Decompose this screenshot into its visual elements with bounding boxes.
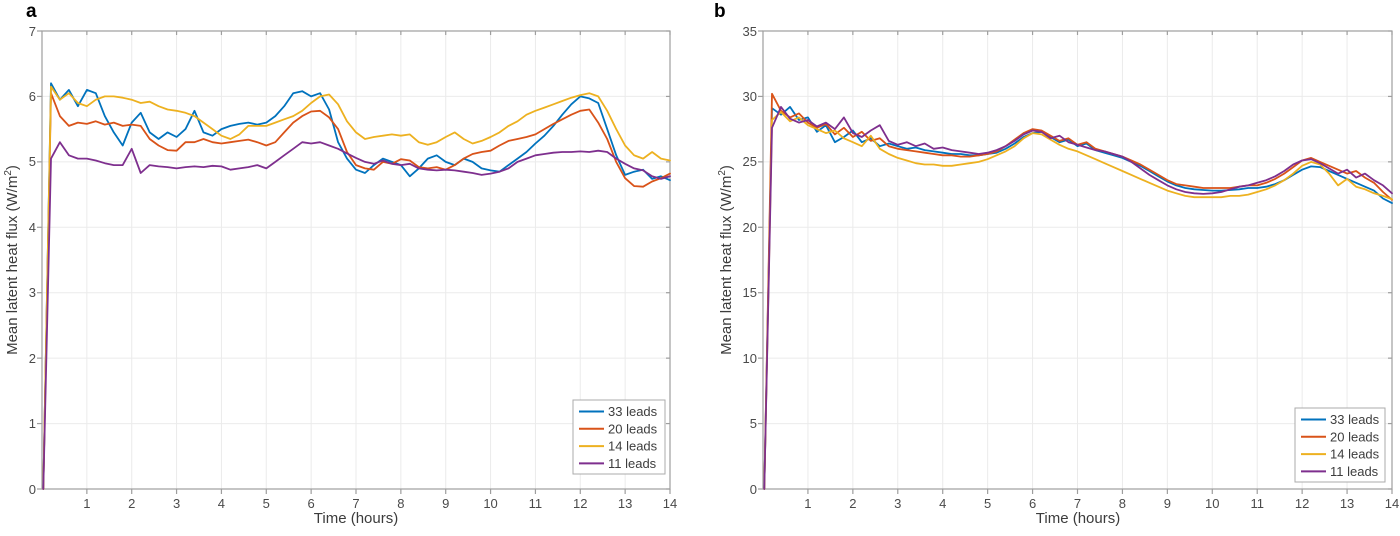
- series-line-33-leads: [42, 82, 671, 490]
- legend: 33 leads 20 leads 14 leads 11 leads: [1294, 407, 1386, 483]
- x-tick-label: 1: [83, 496, 91, 511]
- axis-ticks: [37, 30, 671, 494]
- y-axis-label-sup: 2: [717, 170, 728, 176]
- x-tick-label: 13: [617, 496, 633, 511]
- legend-label: 14 leads: [608, 439, 658, 454]
- y-axis-label-sup: 2: [3, 170, 14, 176]
- y-tick-label: 3: [28, 285, 36, 301]
- y-tick-label: 0: [28, 481, 36, 497]
- y-tick-label: 20: [742, 219, 757, 235]
- y-axis-label-text: Mean latent heat flux (W/m: [718, 175, 735, 355]
- x-tick-label: 5: [984, 496, 992, 511]
- x-tick-label: 11: [528, 496, 543, 511]
- legend-label: 20 leads: [608, 421, 658, 436]
- y-tick-label: 30: [742, 88, 757, 104]
- x-tick-label: 6: [307, 496, 315, 511]
- y-axis-label: Mean latent heat flux (W/m2): [3, 90, 23, 430]
- x-tick-label: 8: [1118, 496, 1127, 511]
- series-line-20-leads: [42, 92, 671, 490]
- y-axis-label-text: Mean latent heat flux (W/m: [4, 175, 21, 355]
- x-tick-label: 6: [1028, 496, 1037, 511]
- y-tick-label: 10: [742, 350, 757, 366]
- series-line-11-leads: [42, 141, 671, 490]
- x-tick-label: 12: [573, 496, 588, 511]
- x-tick-label: 5: [262, 496, 270, 511]
- x-axis-label: Time (hours): [1035, 510, 1121, 527]
- x-tick-label: 2: [849, 496, 857, 511]
- series-line-14-leads: [42, 85, 671, 490]
- x-tick-label: 4: [217, 496, 226, 511]
- x-tick-label: 14: [662, 496, 678, 511]
- x-tick-label: 9: [442, 496, 450, 511]
- x-tick-label: 11: [1250, 496, 1264, 511]
- y-axis-label: Mean latent heat flux (W/m2): [717, 90, 737, 430]
- legend-label: 14 leads: [1330, 447, 1380, 462]
- y-tick-label: 25: [742, 154, 757, 170]
- gridlines: [42, 31, 670, 489]
- series-line-14-leads: [763, 111, 1393, 490]
- x-tick-label: 12: [1294, 496, 1310, 511]
- axis-ticks: [758, 30, 1393, 494]
- y-tick-label: 4: [28, 219, 36, 235]
- x-tick-label: 10: [483, 496, 498, 511]
- y-tick-label: 5: [749, 416, 757, 432]
- legend-label: 33 leads: [608, 404, 658, 419]
- x-tick-label: 13: [1339, 496, 1355, 511]
- x-tick-label: 3: [894, 496, 902, 511]
- y-tick-label: 35: [742, 23, 757, 39]
- x-tick-label: 10: [1205, 496, 1220, 511]
- y-tick-label: 15: [742, 285, 757, 301]
- x-axis-label: Time (hours): [313, 510, 399, 527]
- legend-label: 11 leads: [608, 456, 657, 471]
- x-tick-label: 9: [1163, 496, 1171, 511]
- x-tick-label: 2: [128, 496, 136, 511]
- y-tick-label: 7: [28, 23, 36, 39]
- x-tick-label: 4: [939, 496, 947, 511]
- legend-label: 20 leads: [1330, 429, 1380, 444]
- y-tick-label: 1: [28, 416, 36, 432]
- y-tick-label: 5: [28, 154, 36, 170]
- gridlines: [763, 31, 1392, 489]
- chart-panel-a: a 33 leads 20 leads 14 leads 11 leads Time …: [3, 1, 678, 527]
- x-tick-label: 3: [172, 496, 181, 511]
- legend-label: 11 leads: [1330, 464, 1379, 479]
- panel-letter-b: b: [714, 1, 726, 22]
- chart-svg-a: 33 leads 20 leads 14 leads 11 leads: [37, 30, 671, 494]
- legend: 33 leads 20 leads 14 leads 11 leads: [572, 399, 666, 475]
- y-tick-label: 6: [28, 88, 36, 104]
- chart-svg-b: 33 leads 20 leads 14 leads 11 leads: [758, 30, 1393, 494]
- series-line-11-leads: [763, 106, 1393, 490]
- legend-label: 33 leads: [1330, 412, 1380, 427]
- x-tick-label: 1: [804, 496, 812, 511]
- panel-letter-a: a: [26, 1, 37, 22]
- y-tick-label: 2: [28, 350, 36, 366]
- chart-panel-b: b 33 leads 20 leads 14 leads 11 leads Time …: [700, 0, 1400, 536]
- x-tick-label: 8: [397, 496, 405, 511]
- x-tick-label: 14: [1384, 496, 1400, 511]
- x-tick-label: 7: [352, 496, 360, 511]
- x-tick-label: 7: [1073, 496, 1082, 511]
- y-tick-label: 0: [749, 481, 757, 497]
